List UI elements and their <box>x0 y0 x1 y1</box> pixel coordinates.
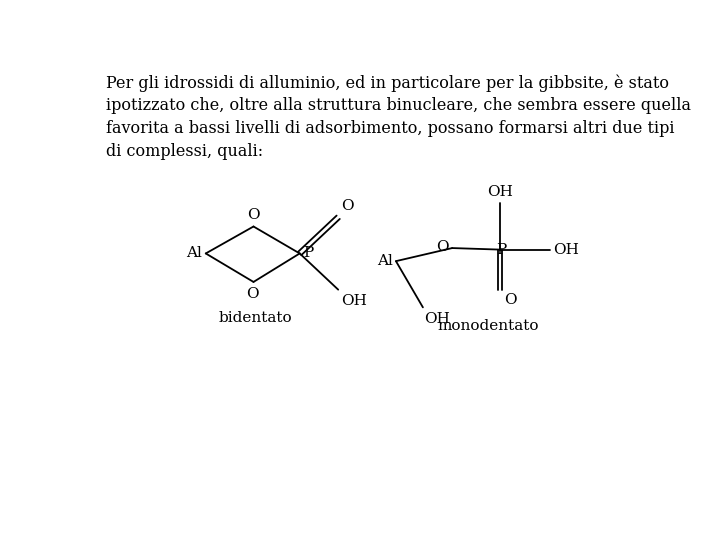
Text: Al: Al <box>186 246 202 260</box>
Text: bidentato: bidentato <box>219 311 292 325</box>
Text: OH: OH <box>341 294 367 308</box>
Text: O: O <box>246 287 258 301</box>
Text: P: P <box>496 242 507 256</box>
Text: OH: OH <box>487 185 513 199</box>
Text: OH: OH <box>553 242 579 256</box>
Text: P: P <box>303 246 313 260</box>
Text: Al: Al <box>377 254 393 268</box>
Text: Per gli idrossidi di alluminio, ed in particolare per la gibbsite, è stato
ipoti: Per gli idrossidi di alluminio, ed in pa… <box>106 74 690 160</box>
Text: O: O <box>436 240 449 254</box>
Text: monodentato: monodentato <box>438 319 539 333</box>
Text: OH: OH <box>425 312 450 326</box>
Text: O: O <box>341 199 354 213</box>
Text: O: O <box>505 293 517 307</box>
Text: O: O <box>247 208 260 222</box>
